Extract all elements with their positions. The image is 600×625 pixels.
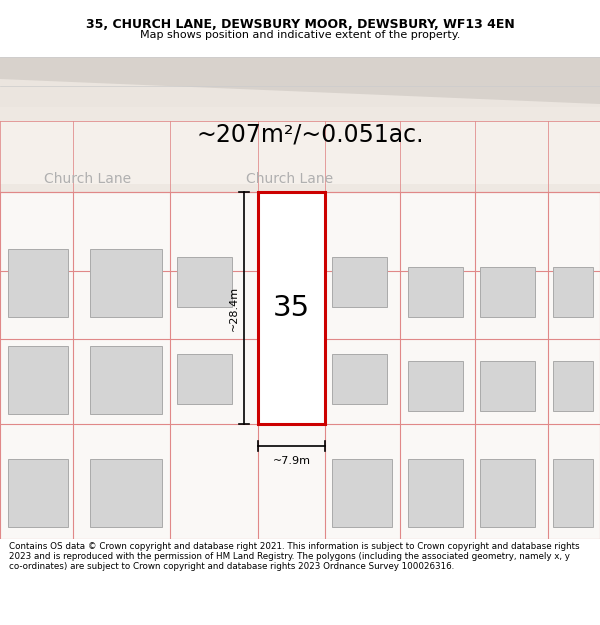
Text: Map shows position and indicative extent of the property.: Map shows position and indicative extent…: [140, 30, 460, 40]
Bar: [480, 459, 535, 527]
Bar: [0, 57, 600, 139]
Text: 35: 35: [273, 294, 310, 322]
Text: 35, CHURCH LANE, DEWSBURY MOOR, DEWSBURY, WF13 4EN: 35, CHURCH LANE, DEWSBURY MOOR, DEWSBURY…: [86, 18, 514, 31]
Text: ~28.4m: ~28.4m: [229, 286, 239, 331]
Bar: [8, 459, 68, 527]
Bar: [553, 361, 593, 411]
Bar: [177, 354, 232, 404]
Text: Contains OS data © Crown copyright and database right 2021. This information is : Contains OS data © Crown copyright and d…: [9, 542, 580, 571]
Bar: [0, 192, 600, 539]
Bar: [0, 122, 600, 184]
Text: Church Lane: Church Lane: [44, 172, 131, 186]
Bar: [332, 459, 392, 527]
Bar: [332, 257, 387, 307]
Bar: [480, 361, 535, 411]
Bar: [408, 459, 463, 527]
Bar: [553, 267, 593, 317]
Bar: [90, 459, 162, 527]
Bar: [8, 249, 68, 317]
Bar: [90, 346, 162, 414]
Bar: [480, 267, 535, 317]
Bar: [332, 354, 387, 404]
Bar: [258, 192, 325, 424]
Text: ~7.9m: ~7.9m: [272, 456, 311, 466]
Bar: [553, 459, 593, 527]
Text: ~207m²/~0.051ac.: ~207m²/~0.051ac.: [196, 122, 424, 146]
Bar: [177, 257, 232, 307]
Bar: [8, 346, 68, 414]
Polygon shape: [0, 57, 600, 104]
Text: Church Lane: Church Lane: [247, 172, 334, 186]
Bar: [408, 361, 463, 411]
Bar: [0, 107, 600, 192]
Bar: [90, 249, 162, 317]
Bar: [408, 267, 463, 317]
